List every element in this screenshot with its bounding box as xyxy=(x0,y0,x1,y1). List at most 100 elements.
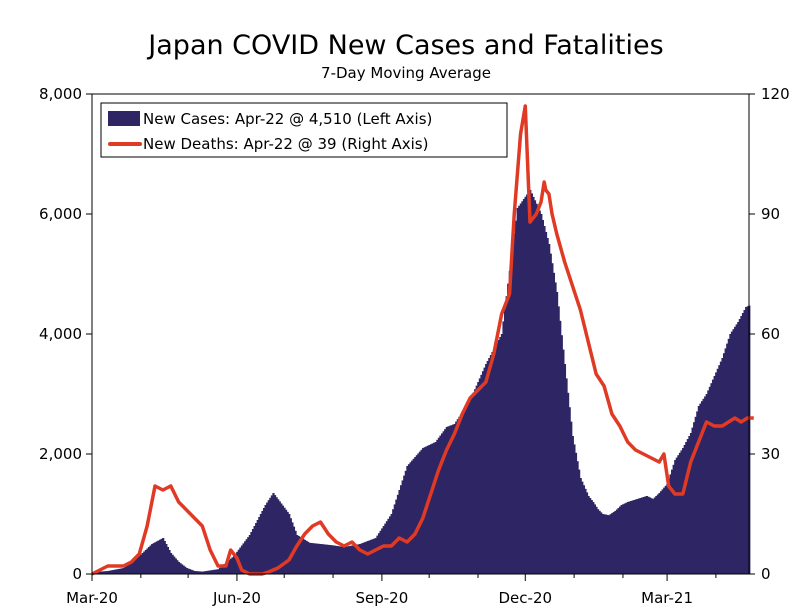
cases-bar xyxy=(351,545,354,574)
cases-bar xyxy=(272,493,275,574)
cases-bar xyxy=(363,542,366,574)
x-axis-tick-label: Jun-20 xyxy=(212,589,261,607)
cases-bar xyxy=(743,310,746,574)
cases-bar xyxy=(554,282,557,574)
cases-bar xyxy=(319,544,322,574)
cases-bar xyxy=(398,490,401,574)
cases-bar xyxy=(158,539,162,574)
cases-bar xyxy=(631,500,634,574)
cases-bar xyxy=(196,571,199,574)
cases-bar xyxy=(251,529,255,574)
cases-bar xyxy=(595,506,598,574)
cases-bar xyxy=(157,540,160,574)
cases-bar xyxy=(220,566,223,574)
cases-bar xyxy=(330,545,333,574)
cases-bar xyxy=(371,539,374,574)
cases-bar xyxy=(469,400,472,574)
cases-bar xyxy=(727,338,730,574)
cases-bar xyxy=(281,505,285,574)
cases-bar xyxy=(502,321,505,574)
cases-bar xyxy=(661,489,664,574)
cases-bar xyxy=(340,546,343,574)
cases-bar xyxy=(337,546,340,574)
cases-bar xyxy=(611,513,614,574)
cases-bar xyxy=(724,348,727,574)
cases-bar xyxy=(574,452,578,574)
legend: New Cases: Apr-22 @ 4,510 (Left Axis) Ne… xyxy=(100,102,508,158)
cases-bar xyxy=(552,272,556,574)
deaths-line xyxy=(91,104,754,576)
x-axis-tick-label: Mar-20 xyxy=(66,589,118,607)
cases-bar xyxy=(325,544,329,574)
cases-bar xyxy=(500,334,504,574)
cases-bar xyxy=(414,457,417,574)
cases-bar xyxy=(125,565,129,574)
cases-bar xyxy=(645,496,648,574)
cases-bar xyxy=(655,496,658,574)
cases-bar xyxy=(437,437,441,574)
right-axis-tick-label: 90 xyxy=(761,205,780,223)
cases-bar xyxy=(544,232,548,574)
cases-bar xyxy=(466,404,469,574)
cases-bar xyxy=(467,402,470,574)
cases-bar xyxy=(694,416,697,574)
cases-bar xyxy=(521,201,524,574)
cases-bar xyxy=(173,556,176,574)
cases-bar xyxy=(146,548,149,574)
cases-bar xyxy=(431,443,434,574)
cases-bar xyxy=(400,485,403,574)
cases-bar xyxy=(634,499,637,574)
cases-bar xyxy=(648,497,652,574)
cases-bar xyxy=(533,200,537,575)
cases-bar xyxy=(529,190,532,574)
cases-bar xyxy=(738,319,741,574)
cases-bar xyxy=(396,494,400,574)
cases-bar xyxy=(242,543,245,574)
cases-bar xyxy=(436,439,439,574)
cases-bar xyxy=(144,550,147,574)
cases-bar xyxy=(412,458,415,574)
cases-bar xyxy=(168,550,171,574)
cases-bar xyxy=(203,571,206,574)
cases-bar xyxy=(507,283,510,574)
cases-bar xyxy=(723,353,726,574)
cases-bar xyxy=(253,526,256,574)
cases-bar xyxy=(702,398,705,574)
cases-bar xyxy=(223,563,226,574)
cases-bar xyxy=(297,535,300,574)
cases-bar xyxy=(179,563,182,574)
cases-bar xyxy=(195,571,198,574)
cases-bar xyxy=(559,320,562,574)
cases-bar xyxy=(344,546,348,574)
cases-bar xyxy=(124,566,127,574)
cases-bar xyxy=(647,496,650,574)
cases-bar xyxy=(166,547,170,574)
cases-bar xyxy=(641,497,644,574)
left-axis-tick-label: 8,000 xyxy=(39,85,82,103)
cases-bar xyxy=(185,568,188,574)
cases-bar xyxy=(307,541,310,574)
cases-bar xyxy=(483,367,486,574)
x-axis: Mar-20 Jun-20 Sep-20 Dec-20 Mar-21 xyxy=(66,574,717,607)
cases-bar xyxy=(672,464,675,574)
cases-bar xyxy=(524,196,527,574)
cases-bar xyxy=(711,379,715,574)
cases-bar xyxy=(381,528,384,574)
cases-bar xyxy=(622,504,625,574)
cases-bar xyxy=(278,501,281,574)
cases-bar xyxy=(433,442,436,574)
cases-bar xyxy=(612,512,615,574)
cases-bar xyxy=(726,343,729,574)
cases-bar xyxy=(163,541,166,574)
cases-bar xyxy=(116,569,119,574)
cases-bar xyxy=(697,406,700,574)
cases-bar xyxy=(244,541,247,574)
cases-bar xyxy=(349,545,352,574)
cases-bar xyxy=(181,564,184,574)
cases-bar xyxy=(556,292,559,574)
cases-bar xyxy=(316,543,319,574)
cases-bar xyxy=(429,444,433,574)
cases-bar xyxy=(450,425,453,574)
cases-bar xyxy=(285,509,288,574)
cases-bar xyxy=(273,495,277,574)
